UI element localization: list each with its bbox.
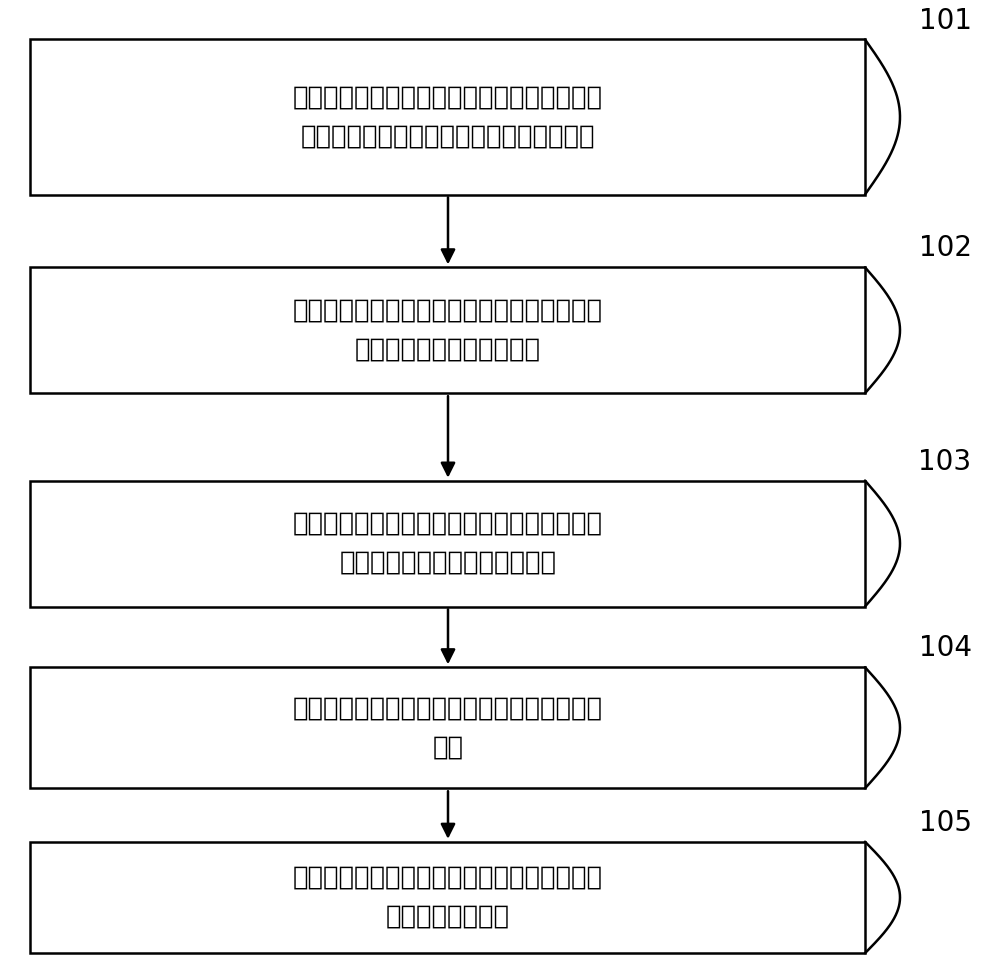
FancyBboxPatch shape [30,667,865,789]
FancyBboxPatch shape [30,39,865,195]
Text: 识别配送数据中的签收信息字段，并提取签收
信息字段中包含的签收内容: 识别配送数据中的签收信息字段，并提取签收 信息字段中包含的签收内容 [293,297,603,363]
Text: 102: 102 [918,234,972,262]
Text: 105: 105 [918,809,972,837]
Text: 103: 103 [918,448,972,476]
Text: 将签收内容输入预置的签收特征识别模型中进
行特征识别，生成签收特征序列: 将签收内容输入预置的签收特征识别模型中进 行特征识别，生成签收特征序列 [293,511,603,576]
Text: 在检测到快件签收信息被变更时，获取被变更
的快件对应的快件信息，得到待识别数据集: 在检测到快件签收信息被变更时，获取被变更 的快件对应的快件信息，得到待识别数据集 [293,85,603,149]
Text: 101: 101 [918,7,972,34]
Text: 若存在签收异常情况的特征时，则将对应的快
件标记为虚假签收: 若存在签收异常情况的特征时，则将对应的快 件标记为虚假签收 [293,865,603,930]
Text: 判断签收特征序列中是否存在签收异常情况的
特征: 判断签收特征序列中是否存在签收异常情况的 特征 [293,695,603,760]
FancyBboxPatch shape [30,481,865,606]
Text: 104: 104 [918,635,972,662]
FancyBboxPatch shape [30,267,865,393]
FancyBboxPatch shape [30,841,865,954]
